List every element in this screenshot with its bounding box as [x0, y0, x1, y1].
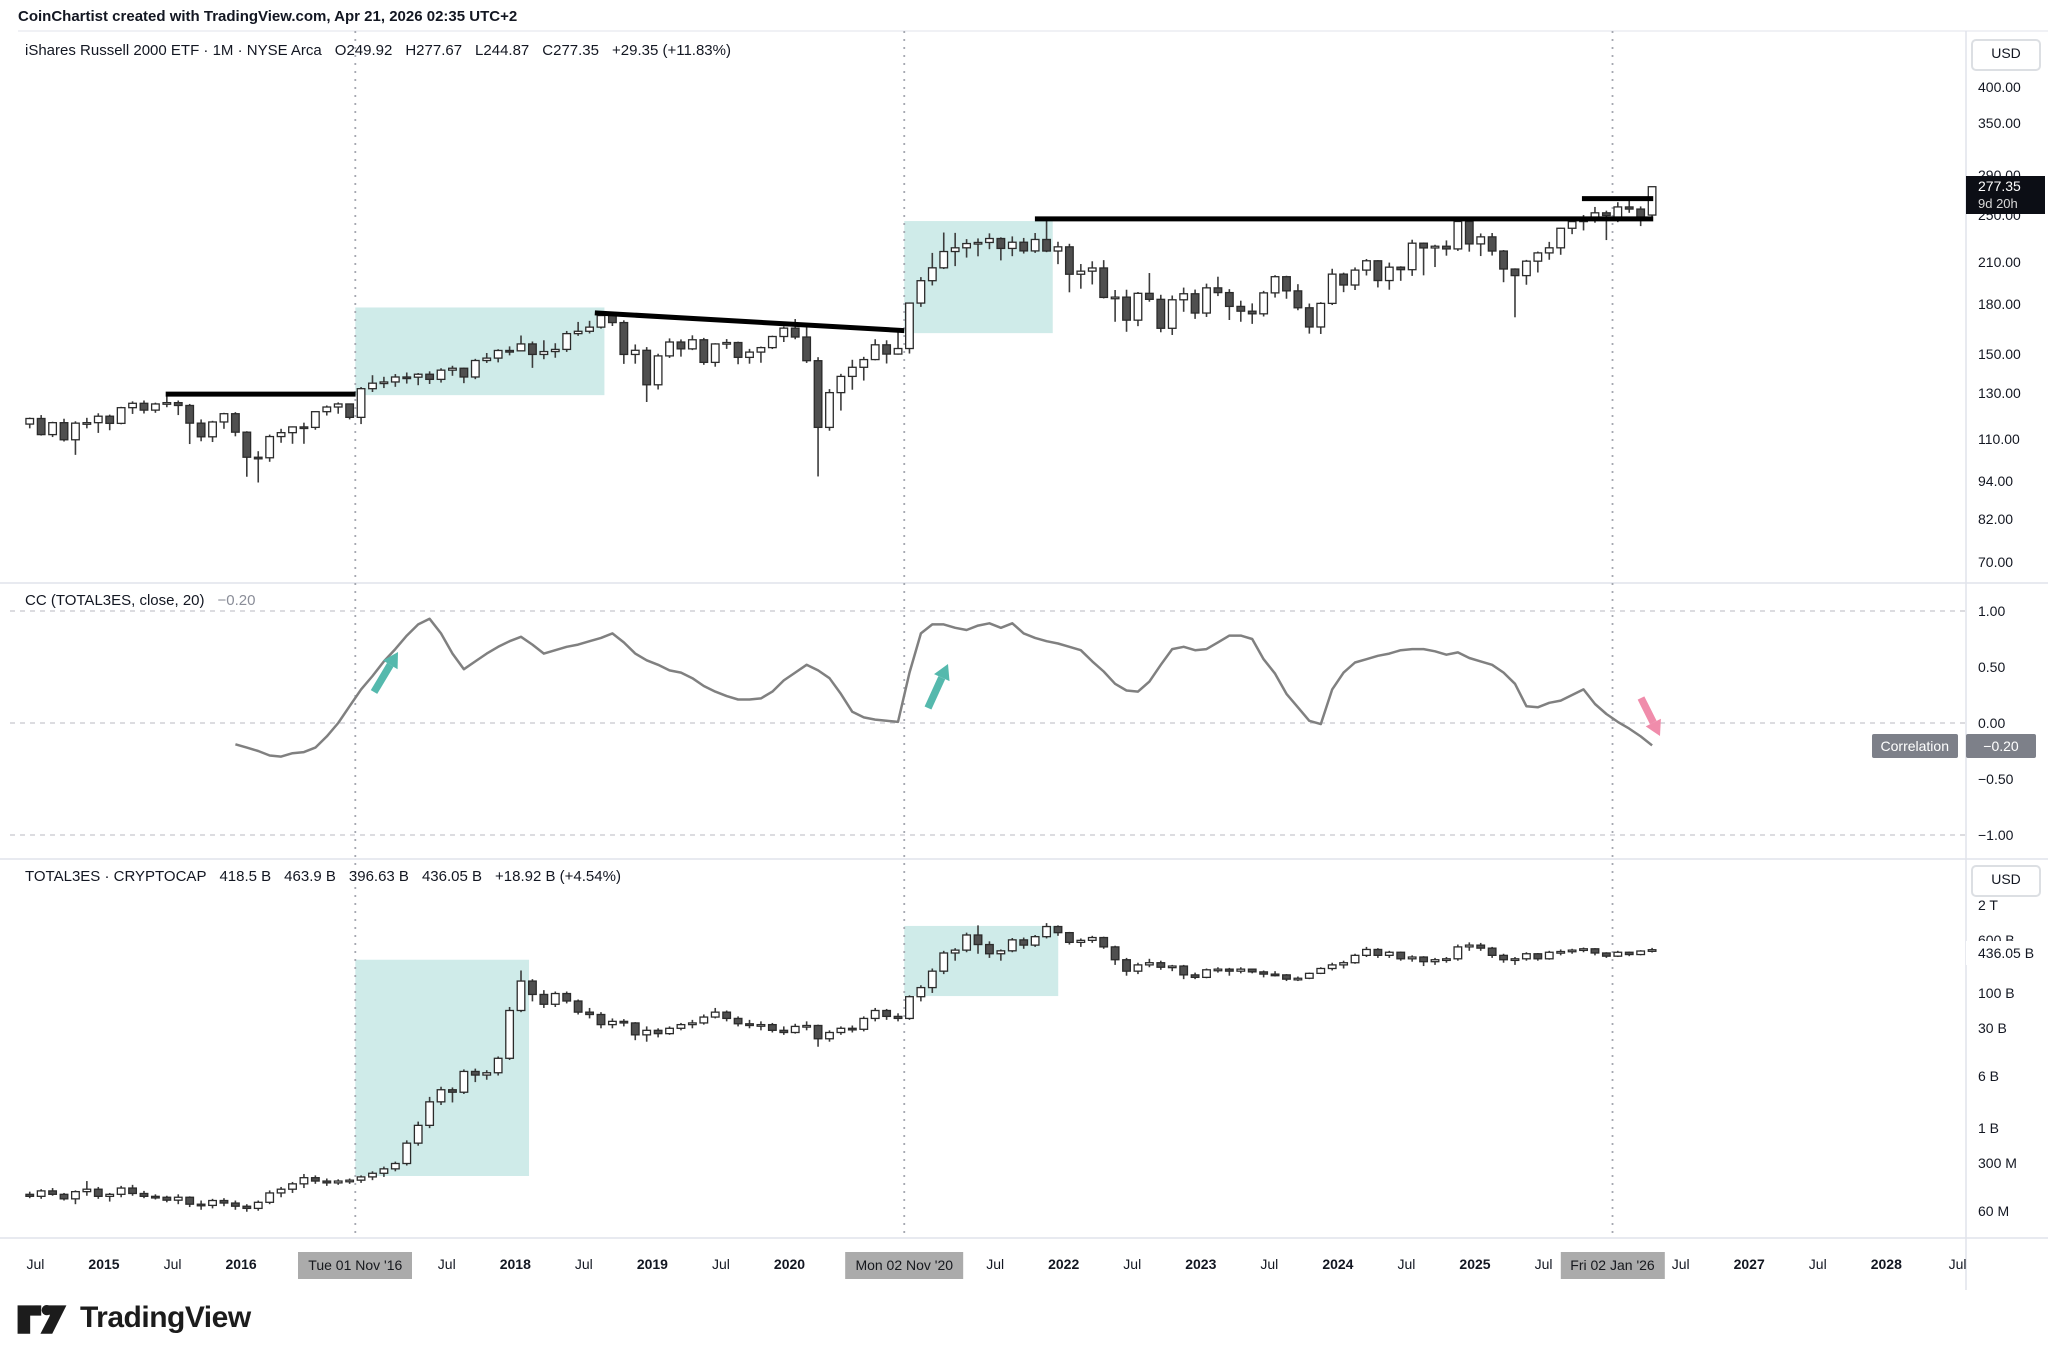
bar-countdown: 9d 20h	[1978, 196, 2018, 211]
time-axis-month-label: Jul	[986, 1256, 1005, 1272]
currency-label-top: USD	[1971, 39, 2041, 71]
axis-tick-label: −1.00	[1978, 827, 2014, 843]
total3es-low: 396.63 B	[348, 868, 409, 885]
time-axis-month-label: Jul	[1671, 1256, 1690, 1272]
time-axis-year-label: 2025	[1459, 1256, 1491, 1272]
axis-tick-label: 180.00	[1978, 296, 2021, 313]
correlation-badge: Correlation	[1871, 734, 1958, 758]
total3es-axis-value-label: 436.05 B	[1966, 941, 2048, 965]
time-axis-year-label: 2027	[1733, 1256, 1765, 1272]
axis-tick-label: 300 M	[1978, 1155, 2017, 1172]
correlation-value: −0.20	[217, 592, 256, 609]
time-axis-month-label: Jul	[1260, 1256, 1279, 1272]
time-axis-year-label: 2016	[225, 1256, 257, 1272]
time-axis-year-label: 2019	[636, 1256, 668, 1272]
last-price-label: 277.35 9d 20h	[1966, 176, 2045, 214]
axis-tick-label: 70.00	[1978, 553, 2014, 570]
ohlc-open: O249.92	[334, 42, 393, 59]
total3es-open: 418.5 B	[219, 868, 272, 885]
time-axis-month-label: Jul	[437, 1256, 456, 1272]
axis-tick-label: 60 M	[1978, 1202, 2010, 1219]
ohlc-change: +29.35 (+11.83%)	[612, 42, 731, 59]
axis-tick-label: 94.00	[1978, 473, 2014, 490]
time-axis-year-label: 2028	[1870, 1256, 1902, 1272]
axis-tick-label: 150.00	[1978, 346, 2021, 363]
time-axis-year-label: 2020	[773, 1256, 806, 1272]
attribution-text: CoinChartist created with TradingView.co…	[18, 8, 518, 25]
axis-tick-label: 210.00	[1978, 254, 2021, 271]
axis-tick-label: 82.00	[1978, 510, 2014, 527]
ohlc-close: C277.35	[542, 42, 599, 59]
time-axis-month-label: Jul	[1123, 1256, 1142, 1272]
ohlc-high: H277.67	[405, 42, 463, 59]
time-axis-month-label: Jul	[26, 1256, 45, 1272]
total3es-change: +18.92 B (+4.54%)	[495, 868, 621, 885]
currency-label-bottom: USD	[1971, 865, 2041, 897]
time-axis-year-label: 2018	[499, 1256, 531, 1272]
axis-tick-label: 1.00	[1978, 603, 2006, 619]
correlation-indicator-title: CC (TOTAL3ES, close, 20)	[25, 592, 205, 609]
ohlc-low: L244.87	[475, 42, 530, 59]
time-axis-month-label: Jul	[711, 1256, 730, 1272]
axis-tick-label: 130.00	[1978, 385, 2021, 402]
total3es-close: 436.05 B	[421, 868, 483, 885]
time-axis-month-label: Jul	[574, 1256, 593, 1272]
axis-tick-label: 30 B	[1978, 1020, 2007, 1037]
total3es-legend[interactable]: TOTAL3ES · CRYPTOCAP 418.5 B 463.9 B 396…	[25, 868, 621, 885]
time-axis-year-label: 2023	[1185, 1256, 1217, 1272]
correlation-legend[interactable]: CC (TOTAL3ES, close, 20) −0.20	[25, 592, 255, 609]
time-axis-month-label: Jul	[1808, 1256, 1827, 1272]
correlation-axis-value: −0.20	[1966, 734, 2036, 758]
axis-tick-label: 0.50	[1978, 659, 2006, 675]
tradingview-logo[interactable]: TradingView	[16, 1296, 251, 1340]
axis-tick-label: 400.00	[1978, 79, 2021, 95]
axis-tick-label: 6 B	[1978, 1067, 2000, 1084]
symbol-title: iShares Russell 2000 ETF · 1M · NYSE Arc…	[25, 42, 322, 59]
time-axis-year-label: 2024	[1322, 1256, 1354, 1272]
time-scale[interactable]: Jul 2015 Jul 2016 Jul 2018 Jul 2019 Jul 2020 Jul 20…	[0, 1238, 1966, 1290]
time-axis-year-label: 2022	[1048, 1256, 1080, 1272]
time-axis-month-label: Jul	[1948, 1256, 1966, 1272]
last-price-value: 277.35	[1978, 178, 2021, 194]
time-axis-date-badge: Tue 01 Nov '16	[298, 1252, 413, 1279]
tradingview-logo-icon	[17, 1305, 67, 1334]
axis-tick-label: 100 B	[1978, 984, 2015, 1001]
axis-tick-label: 110.00	[1978, 430, 2020, 447]
time-axis-month-label: Jul	[1534, 1256, 1553, 1272]
time-axis-year-label: 2015	[88, 1256, 120, 1272]
time-axis-month-label: Jul	[1397, 1256, 1416, 1272]
time-axis-date-badge: Fri 02 Jan '26	[1560, 1252, 1665, 1279]
axis-tick-label: 350.00	[1978, 115, 2021, 132]
axis-tick-label: 1 B	[1978, 1120, 2000, 1137]
time-axis-date-badge: Mon 02 Nov '20	[845, 1252, 964, 1279]
axis-tick-label: −0.50	[1978, 771, 2014, 787]
axis-tick-label: 0.00	[1978, 715, 2006, 731]
axis-tick-label: 2 T	[1978, 897, 1998, 913]
time-axis-month-label: Jul	[163, 1256, 182, 1272]
tradingview-logo-text: TradingView	[80, 1301, 251, 1334]
total3es-high: 463.9 B	[284, 868, 336, 885]
symbol-legend[interactable]: iShares Russell 2000 ETF · 1M · NYSE Arc…	[25, 42, 731, 59]
total3es-title: TOTAL3ES · CRYPTOCAP	[25, 868, 207, 885]
